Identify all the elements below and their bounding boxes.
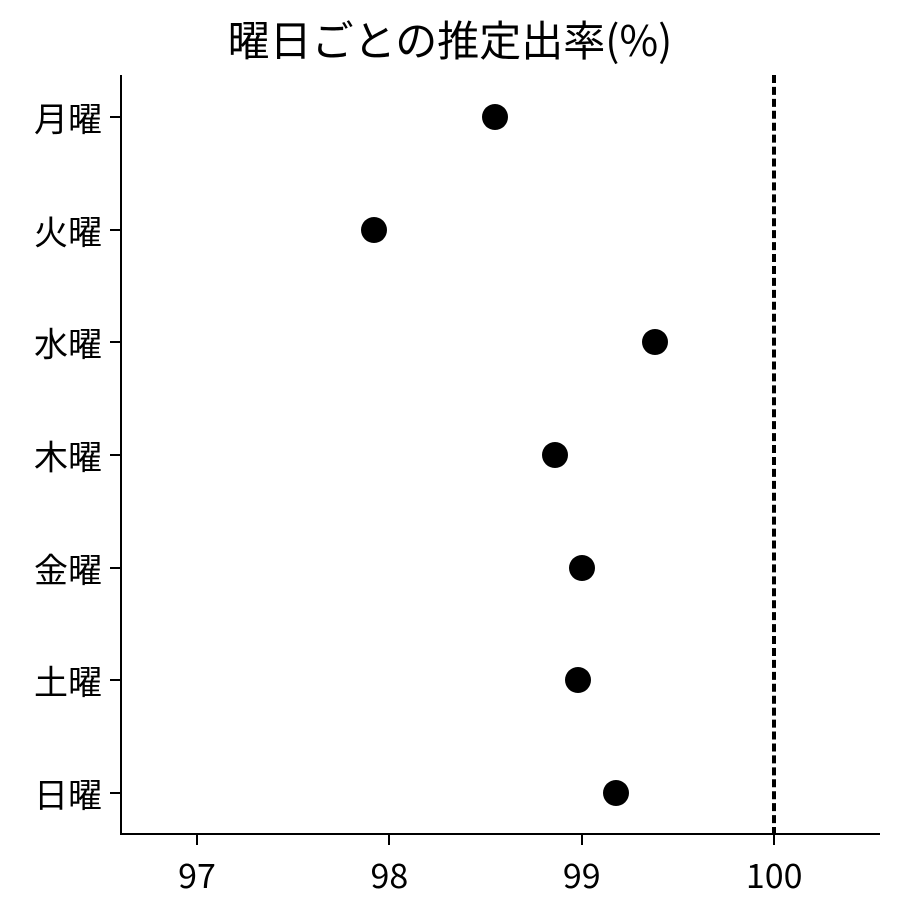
y-tick-label: 日曜 <box>0 769 102 818</box>
x-tick-mark <box>196 835 198 845</box>
y-tick-mark <box>110 792 120 794</box>
data-point <box>361 217 387 243</box>
y-tick-mark <box>110 679 120 681</box>
x-tick-label: 99 <box>563 849 601 898</box>
data-point <box>482 104 508 130</box>
y-tick-mark <box>110 229 120 231</box>
y-tick-label: 火曜 <box>0 205 102 254</box>
x-tick-label: 100 <box>746 849 803 898</box>
y-tick-mark <box>110 567 120 569</box>
x-tick-mark <box>773 835 775 845</box>
data-point <box>542 442 568 468</box>
x-tick-label: 98 <box>370 849 408 898</box>
y-tick-label: 金曜 <box>0 543 102 592</box>
y-tick-mark <box>110 116 120 118</box>
y-tick-label: 土曜 <box>0 656 102 705</box>
chart-container: 曜日ごとの推定出率(%) 月曜火曜水曜木曜金曜土曜日曜 97 98 99 100 <box>0 0 900 900</box>
data-point <box>642 329 668 355</box>
reference-line <box>772 75 776 835</box>
x-tick-mark <box>581 835 583 845</box>
data-point <box>565 667 591 693</box>
chart-title: 曜日ごとの推定出率(%) <box>0 8 900 69</box>
y-tick-mark <box>110 341 120 343</box>
y-tick-mark <box>110 454 120 456</box>
y-tick-label: 水曜 <box>0 318 102 367</box>
y-tick-label: 木曜 <box>0 431 102 480</box>
data-point <box>569 555 595 581</box>
data-point <box>603 780 629 806</box>
x-tick-mark <box>388 835 390 845</box>
y-tick-label: 月曜 <box>0 92 102 141</box>
x-tick-label: 97 <box>178 849 216 898</box>
plot-area <box>120 75 880 835</box>
